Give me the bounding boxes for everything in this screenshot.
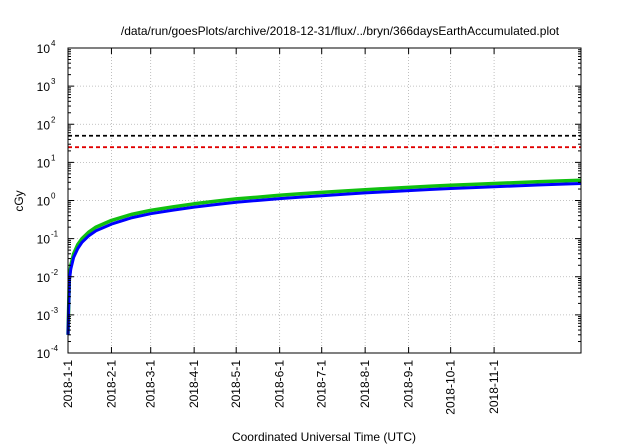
- grid-lines: [68, 48, 581, 353]
- x-tick-label: 2018-1-1: [61, 360, 75, 408]
- y-tick-exponent: 3: [51, 77, 56, 86]
- y-tick-label: 10: [37, 309, 51, 323]
- x-tick-label: 2018-2-1: [104, 360, 118, 408]
- y-axis-label: cGy: [12, 190, 26, 211]
- x-tick-label: 2018-10-1: [444, 360, 458, 415]
- y-tick-label: 10: [37, 156, 51, 170]
- chart-title: /data/run/goesPlots/archive/2018-12-31/f…: [121, 24, 560, 38]
- x-tick-label: 2018-9-1: [402, 360, 416, 408]
- y-tick-exponent: -3: [51, 306, 59, 315]
- y-tick-label: 10: [37, 118, 51, 132]
- y-tick-label: 10: [37, 195, 51, 209]
- y-tick-label: 10: [37, 42, 51, 56]
- y-tick-exponent: 0: [51, 192, 56, 201]
- series-lines: [66, 178, 582, 335]
- y-tick-exponent: 2: [51, 115, 56, 124]
- y-tick-label: 10: [37, 347, 51, 361]
- y-tick-exponent: -2: [51, 268, 59, 277]
- threshold-lines: [68, 134, 581, 149]
- x-tick-label: 2018-11-1: [487, 360, 501, 414]
- x-axis-ticks: 2018-1-1 2018-2-1 2018-3-1 2018-4-1 2018-5-1…: [61, 48, 501, 415]
- x-tick-label: 2018-5-1: [229, 360, 243, 408]
- y-tick-exponent: 4: [51, 39, 56, 48]
- x-tick-label: 2018-3-1: [144, 360, 158, 408]
- plot-border: [67, 47, 582, 354]
- x-tick-label: 2018-8-1: [358, 360, 372, 408]
- x-tick-label: 2018-7-1: [315, 360, 329, 408]
- x-axis-label: Coordinated Universal Time (UTC): [232, 430, 416, 444]
- y-tick-exponent: -1: [51, 230, 59, 239]
- y-tick-exponent: 1: [51, 153, 56, 162]
- x-tick-label: 2018-6-1: [273, 360, 287, 408]
- y-tick-label: 10: [37, 80, 51, 94]
- y-tick-label: 10: [37, 271, 51, 285]
- series-line: [66, 182, 582, 335]
- y-tick-exponent: -4: [51, 344, 59, 353]
- x-tick-label: 2018-4-1: [187, 360, 201, 408]
- y-tick-label: 10: [37, 233, 51, 247]
- series-line: [66, 178, 582, 335]
